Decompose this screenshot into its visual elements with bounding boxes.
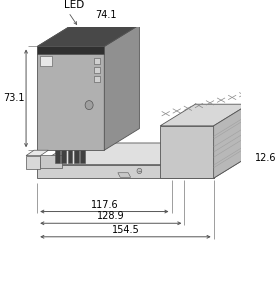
Text: 74.1: 74.1: [95, 10, 117, 20]
Polygon shape: [61, 150, 66, 163]
Circle shape: [137, 168, 142, 174]
Polygon shape: [160, 126, 214, 178]
Polygon shape: [80, 150, 85, 163]
Polygon shape: [104, 25, 140, 150]
Circle shape: [85, 100, 93, 109]
Polygon shape: [37, 46, 104, 54]
Polygon shape: [37, 165, 214, 178]
Text: LED: LED: [64, 0, 85, 11]
Polygon shape: [26, 156, 40, 169]
Text: 128.9: 128.9: [97, 212, 125, 221]
Polygon shape: [40, 56, 52, 66]
Polygon shape: [40, 155, 62, 168]
Polygon shape: [55, 150, 60, 163]
Text: 12.6: 12.6: [255, 153, 277, 163]
Polygon shape: [214, 143, 249, 178]
Bar: [94, 58, 100, 64]
Polygon shape: [68, 150, 72, 163]
Polygon shape: [37, 46, 104, 150]
Polygon shape: [37, 143, 249, 165]
Polygon shape: [37, 25, 140, 46]
Polygon shape: [26, 150, 49, 156]
Bar: [94, 67, 100, 73]
Text: 154.5: 154.5: [112, 225, 139, 235]
Polygon shape: [74, 150, 79, 163]
Polygon shape: [214, 104, 249, 178]
Polygon shape: [160, 104, 249, 126]
Polygon shape: [37, 25, 140, 46]
Polygon shape: [118, 173, 131, 177]
Text: 73.1: 73.1: [3, 93, 25, 103]
Text: 117.6: 117.6: [91, 200, 118, 210]
Bar: [94, 76, 100, 82]
